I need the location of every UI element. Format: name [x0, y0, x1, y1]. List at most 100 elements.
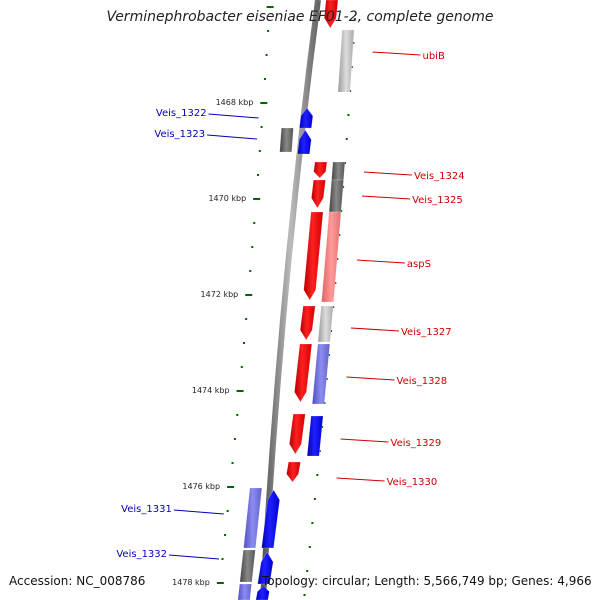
gene-label-leader — [173, 509, 224, 515]
position-tick — [313, 498, 316, 500]
position-tick — [340, 210, 343, 212]
gene-label-leader — [346, 376, 395, 381]
gene-label-leader — [362, 195, 411, 200]
forward-gene-arrow — [289, 413, 306, 455]
position-tick — [308, 546, 311, 548]
position-tick — [332, 306, 335, 308]
position-tick — [350, 66, 353, 68]
position-tick — [323, 402, 326, 404]
position-tick — [336, 258, 339, 260]
position-tick — [345, 138, 348, 140]
reverse-gene-arrow — [255, 585, 270, 600]
position-tick — [260, 102, 268, 104]
reverse-gene-arrow — [261, 489, 280, 549]
kbp-tick-label: 1468 kbp — [216, 98, 254, 107]
position-tick — [245, 318, 248, 320]
position-tick — [224, 534, 227, 536]
accession-text: Accession: NC_008786 — [9, 574, 146, 588]
similarity-track — [331, 161, 346, 181]
gene-label-leader — [336, 477, 385, 482]
position-tick — [330, 330, 333, 332]
reverse-gene-arrow — [257, 551, 274, 585]
position-tick — [334, 282, 337, 284]
kbp-tick-label: 1474 kbp — [192, 386, 230, 395]
position-tick — [267, 30, 270, 32]
gene-label-leader — [168, 554, 220, 560]
reverse-gene-arrow — [299, 107, 314, 129]
position-tick — [227, 486, 235, 488]
similarity-track — [243, 487, 263, 549]
gene-label: aspS — [407, 259, 431, 270]
position-tick — [349, 90, 352, 92]
forward-gene-arrow — [323, 0, 339, 29]
forward-gene-arrow — [286, 461, 301, 483]
topology-text: Topology: circular; Length: 5,566,749 bp… — [262, 574, 592, 588]
gene-label: ubiB — [422, 51, 444, 62]
position-tick — [231, 462, 234, 464]
position-tick — [253, 198, 261, 200]
reverse-gene-arrow — [297, 129, 312, 155]
position-tick — [353, 18, 356, 20]
position-tick — [257, 174, 260, 176]
position-tick — [318, 450, 321, 452]
position-tick — [260, 126, 263, 128]
position-tick — [240, 366, 243, 368]
position-tick — [245, 294, 253, 296]
gene-label: Veis_1329 — [391, 438, 442, 449]
gene-label: Veis_1327 — [401, 327, 452, 338]
similarity-track — [279, 127, 294, 153]
kbp-tick-label: 1478 kbp — [172, 578, 210, 587]
position-tick — [266, 6, 274, 8]
position-tick — [249, 270, 252, 272]
position-tick — [303, 594, 306, 596]
position-tick — [236, 390, 244, 392]
position-tick — [342, 186, 345, 188]
similarity-track — [239, 549, 256, 583]
similarity-track — [321, 211, 342, 303]
position-tick — [233, 438, 236, 440]
kbp-tick-label: 1470 kbp — [208, 194, 246, 203]
gene-label: Veis_1331 — [121, 504, 172, 515]
position-tick — [327, 354, 330, 356]
gene-label-leader — [363, 171, 412, 176]
gene-label-leader — [356, 259, 405, 264]
position-tick — [258, 150, 261, 152]
gene-label: Veis_1322 — [156, 108, 207, 119]
position-tick — [321, 426, 324, 428]
map-title: Verminephrobacter eiseniae EF01-2, compl… — [106, 9, 494, 25]
gene-label: Veis_1324 — [414, 171, 465, 182]
position-tick — [226, 510, 229, 512]
position-tick — [263, 78, 266, 80]
forward-gene-arrow — [313, 161, 328, 179]
position-tick — [251, 246, 254, 248]
forward-gene-arrow — [294, 343, 313, 403]
gene-label-leader — [340, 438, 389, 443]
kbp-tick-label: 1472 kbp — [201, 290, 239, 299]
gene-label-leader — [350, 327, 400, 332]
position-tick — [311, 522, 314, 524]
similarity-track — [237, 583, 252, 600]
position-tick — [216, 582, 224, 584]
position-tick — [236, 414, 239, 416]
position-tick — [352, 42, 355, 44]
gene-label: Veis_1330 — [387, 477, 438, 488]
similarity-track — [328, 179, 344, 213]
forward-gene-arrow — [303, 211, 324, 301]
gene-label-leader — [207, 134, 258, 140]
gene-label-leader — [372, 51, 421, 56]
gene-label: Veis_1325 — [412, 195, 463, 206]
position-tick — [243, 342, 246, 344]
position-tick — [343, 162, 346, 164]
position-tick — [265, 54, 268, 56]
gene-label: Veis_1332 — [116, 549, 167, 560]
similarity-track — [337, 29, 355, 93]
gene-label: Veis_1328 — [397, 376, 448, 387]
position-tick — [347, 114, 350, 116]
gene-label: Veis_1323 — [154, 129, 205, 140]
position-tick — [316, 474, 319, 476]
position-tick — [306, 570, 309, 572]
gene-labels: 1468 kbp 1470 kbp 1472 kbp 1474 kbp 1476 kbp… — [116, 51, 464, 587]
gene-label-leader — [208, 113, 259, 119]
gene-features — [237, 0, 355, 600]
